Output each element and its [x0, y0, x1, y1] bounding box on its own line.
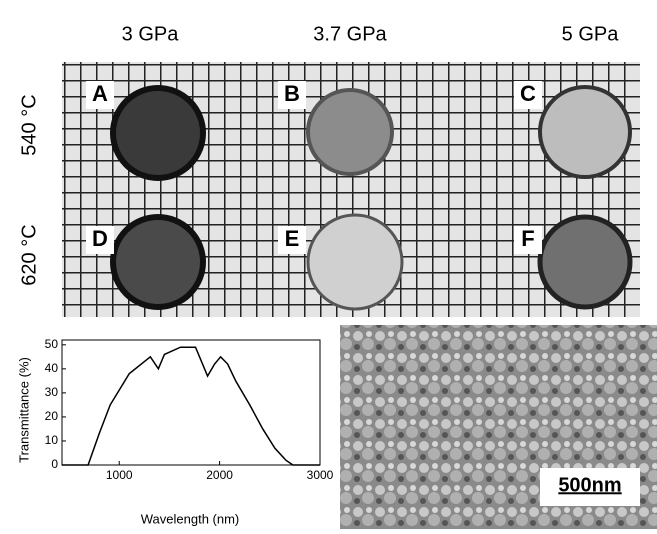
y-tick-label: 30: [45, 385, 59, 399]
column-label: 3 GPa: [122, 23, 180, 45]
figure: 500nm 3 GPa 3.7 GPa 5 GPa 540 °C 620 °C …: [0, 0, 657, 529]
panel-letter: A: [92, 81, 108, 106]
y-tick-label: 20: [45, 409, 59, 423]
x-tick-label: 3000: [307, 468, 334, 482]
panel-letter: E: [285, 226, 300, 251]
y-tick-label: 50: [45, 337, 59, 351]
row-label: 540 °C: [18, 94, 40, 155]
panel-letter: F: [521, 226, 534, 251]
y-tick-label: 40: [45, 361, 59, 375]
x-tick-label: 1000: [106, 468, 133, 482]
column-label: 3.7 GPa: [313, 23, 387, 45]
line: [62, 347, 320, 465]
row-label: 620 °C: [18, 224, 40, 285]
y-axis-label: Transmittance (%): [16, 357, 31, 463]
plot-frame: [62, 340, 320, 465]
x-axis-label: Wavelength (nm): [141, 511, 240, 526]
column-label: 5 GPa: [562, 23, 620, 45]
panel-letter: B: [284, 81, 300, 106]
y-tick-label: 0: [51, 457, 58, 471]
panel-letter: D: [92, 226, 108, 251]
scale-bar: 500nm: [558, 474, 621, 496]
x-tick-label: 2000: [206, 468, 233, 482]
y-tick-label: 10: [45, 433, 59, 447]
panel-letter: C: [520, 81, 536, 106]
